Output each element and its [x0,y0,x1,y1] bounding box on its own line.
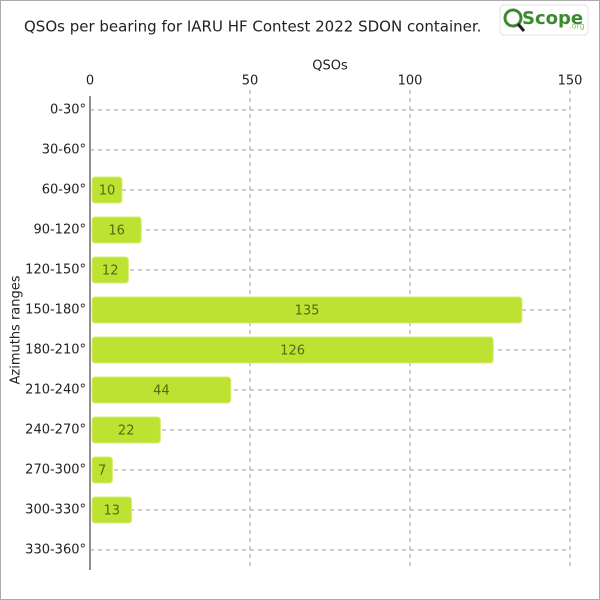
bar [91,216,142,244]
y-tick-label: 30-60° [42,143,86,158]
x-tick-label: 50 [242,74,259,89]
bar-value-label: 44 [153,384,170,399]
logo-name: Scope [522,8,583,29]
bar-value-label: 126 [280,344,305,359]
logo-suffix: .org [569,22,585,31]
bar-value-label: 7 [98,464,106,479]
bar-value-label: 10 [99,184,116,199]
bar [91,456,113,484]
x-tick-label: 0 [86,74,94,89]
y-tick-label: 120-150° [25,263,86,278]
x-tick-label: 100 [398,74,423,89]
y-tick-label: 90-120° [33,223,86,238]
bar [91,496,133,524]
y-tick-label: 180-210° [25,343,86,358]
bar [91,336,494,364]
y-tick-label: 330-360° [25,543,86,558]
y-tick-label: 0-30° [50,103,86,118]
bar-value-label: 22 [118,424,135,439]
bar [91,376,232,404]
bar-value-label: 16 [108,224,125,239]
y-tick-label: 60-90° [42,183,86,198]
y-tick-label: 210-240° [25,383,86,398]
y-tick-label: 300-330° [25,503,86,518]
bar-value-label: 13 [104,504,121,519]
x-axis-label: QSOs [312,59,348,74]
y-tick-label: 270-300° [25,463,86,478]
bar [91,416,161,444]
y-tick-label: 150-180° [25,303,86,318]
y-axis-label: Azimuths ranges [9,275,24,384]
bar [91,296,523,324]
bar-value-label: 135 [295,304,320,319]
bar-value-label: 12 [102,264,119,279]
bar [91,176,123,204]
x-tick-label: 150 [558,74,583,89]
bar [91,256,129,284]
chart-title: QSOs per bearing for IARU HF Contest 202… [24,18,481,36]
logo: Scope .org [499,4,589,36]
logo-icon [503,8,523,28]
y-tick-label: 240-270° [25,423,86,438]
logo-icon-handle [516,23,526,32]
